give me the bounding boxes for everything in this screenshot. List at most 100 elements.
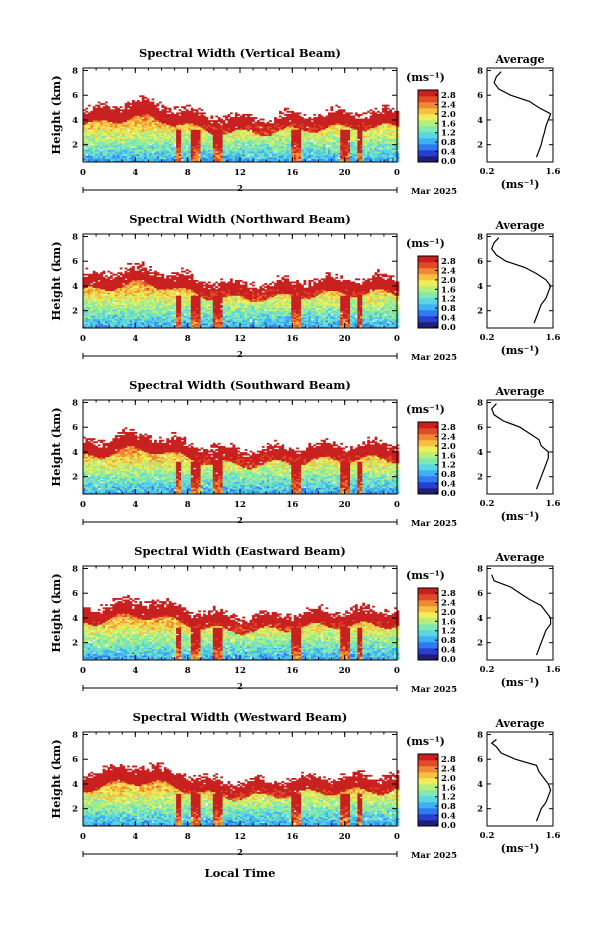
heatmap-cell	[134, 115, 138, 118]
heatmap-cell	[105, 131, 108, 133]
heatmap-cell	[237, 148, 241, 150]
heatmap-cell	[105, 275, 108, 278]
heatmap-cell	[234, 127, 238, 130]
heatmap-cell	[124, 267, 128, 270]
heatmap-cells	[83, 95, 400, 163]
heatmap-cell	[154, 109, 157, 112]
heatmap-cell	[119, 152, 123, 155]
heatmap-cell	[139, 140, 143, 143]
heatmap-cell	[124, 129, 128, 132]
heatmap-cell	[176, 106, 179, 109]
heatmap-cell	[163, 106, 167, 109]
y-tick-label: 8	[72, 66, 78, 76]
heatmap-cell	[124, 110, 128, 113]
heatmap-cell	[90, 160, 94, 163]
heatmap-cell	[83, 141, 86, 144]
heatmap-cell	[97, 101, 101, 104]
heatmap-cell	[127, 158, 130, 161]
heatmap-cell	[141, 146, 145, 149]
heatmap-cell	[90, 131, 94, 133]
heatmap-cell	[367, 110, 370, 113]
heatmap-cell	[83, 129, 86, 132]
heatmap-cell	[90, 138, 94, 141]
heatmap-cell	[161, 123, 165, 126]
heatmap-cell	[136, 115, 140, 118]
heatmap-cell	[122, 110, 125, 113]
heatmap-cell	[139, 115, 143, 118]
heatmap-cell	[114, 276, 118, 279]
heatmap-cell	[122, 146, 125, 149]
heatmap-cell	[139, 129, 143, 132]
heatmap-cell	[225, 115, 228, 118]
heatmap-cell	[276, 118, 280, 121]
heatmap-cell	[310, 118, 314, 121]
heatmap-cell	[124, 124, 128, 127]
heatmap-cell	[114, 273, 118, 276]
heatmap-cell	[122, 155, 125, 158]
heatmap-cell	[144, 152, 147, 155]
x-tick-label: 12	[234, 168, 246, 178]
heatmap-cell	[158, 148, 162, 150]
heatmap-cell	[163, 155, 167, 158]
heatmap-cell	[97, 160, 101, 163]
heatmap-cell	[92, 141, 96, 144]
heatmap-cell	[100, 148, 103, 150]
heatmap-cell	[100, 121, 103, 124]
heatmap-cell	[136, 124, 140, 127]
heatmap-cell	[161, 124, 165, 127]
heatmap-cell	[369, 112, 373, 115]
heatmap-cell	[107, 107, 111, 110]
heatmap-cell	[124, 146, 128, 149]
heatmap-cell	[188, 110, 192, 113]
heatmap-cell	[87, 126, 91, 129]
heatmap-cell	[105, 151, 108, 153]
heatmap-cell	[119, 160, 123, 163]
heatmap-cell	[151, 140, 155, 143]
heatmap-cell	[296, 112, 299, 115]
heatmap-cell	[105, 127, 108, 130]
heatmap-cell	[112, 127, 116, 130]
heatmap-cell	[102, 126, 106, 129]
average-title: Average	[494, 53, 544, 66]
heatmap-cell	[141, 137, 145, 140]
heatmap-cell	[117, 124, 121, 127]
heatmap-cell	[136, 146, 140, 149]
heatmap-cell	[124, 270, 128, 273]
heatmap-cell	[97, 148, 101, 150]
heatmap-cell	[105, 152, 108, 155]
heatmap-cell	[298, 115, 302, 118]
heatmap-cell	[85, 124, 89, 127]
heatmap-cell	[87, 120, 91, 122]
heatmap-cell	[215, 152, 219, 155]
heatmap-cell	[132, 106, 135, 109]
heatmap-cell	[132, 160, 135, 163]
heatmap-cell	[107, 144, 111, 147]
heatmap-cell	[127, 110, 130, 113]
heatmap-cell	[158, 155, 162, 158]
heatmap-cell	[90, 140, 94, 143]
heatmap-cell	[117, 109, 121, 112]
heatmap-cell	[232, 117, 236, 119]
heatmap-cell	[95, 121, 98, 124]
heatmap-cell	[102, 120, 106, 122]
heatmap-cell	[107, 154, 111, 157]
heatmap-cell	[185, 104, 189, 107]
heatmap-cell	[124, 115, 128, 118]
heatmap-cell	[149, 152, 152, 155]
heatmap-cell	[139, 155, 143, 158]
heatmap-cell	[293, 146, 297, 149]
heatmap-cell	[119, 158, 123, 161]
heatmap-cell	[112, 303, 116, 306]
heatmap-cell	[156, 155, 160, 158]
heatmap-cell	[100, 272, 103, 275]
average-y-tick-label: 6	[477, 91, 483, 101]
heatmap-cell	[122, 138, 125, 141]
heatmap-cell	[158, 131, 162, 133]
heatmap-cell	[139, 106, 143, 109]
heatmap-cell	[92, 144, 96, 147]
heatmap-cell	[90, 144, 94, 147]
heatmap-cell	[107, 141, 111, 144]
heatmap-cell	[134, 148, 138, 150]
heatmap-cell	[389, 109, 392, 112]
heatmap-cell	[109, 135, 113, 138]
